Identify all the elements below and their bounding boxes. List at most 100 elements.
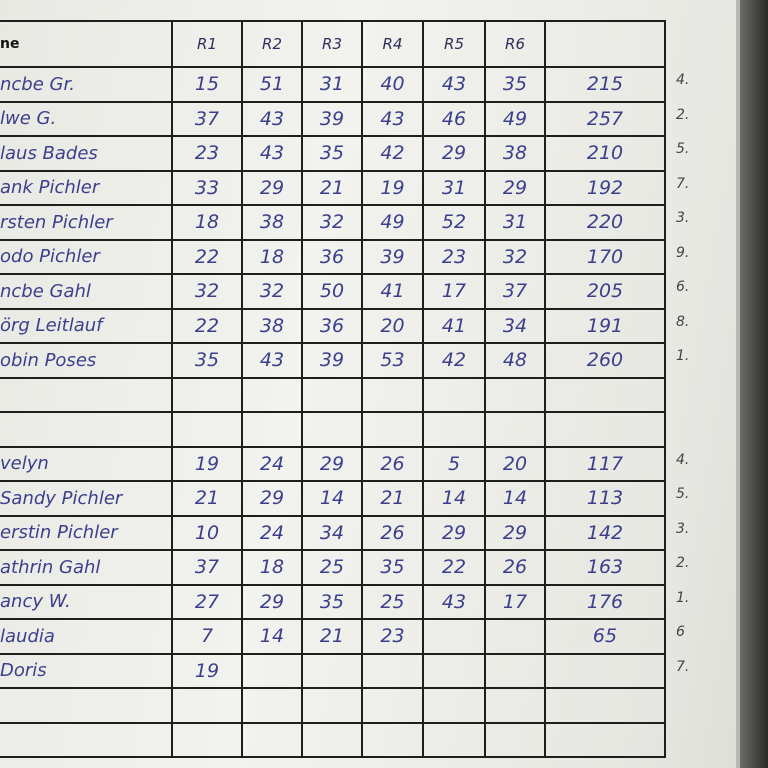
- round-score: 37: [171, 549, 243, 586]
- round-score: 34: [484, 307, 546, 344]
- round-score: 14: [301, 480, 363, 517]
- player-name: Sandy Pichler: [0, 480, 173, 517]
- rank-label: 4.: [676, 451, 690, 468]
- round-score: 14: [484, 480, 546, 517]
- total-score: [544, 721, 666, 758]
- round-score: 43: [241, 342, 303, 379]
- paper-shadow: [736, 0, 740, 768]
- total-score: 260: [544, 342, 666, 379]
- round-score: [422, 721, 486, 758]
- total-score: 176: [544, 583, 666, 620]
- total-score: [544, 411, 666, 448]
- player-name: odo Pichler: [0, 238, 173, 275]
- round-score: 38: [241, 204, 303, 241]
- table-row: laudia 7 14 21 23 65: [0, 618, 666, 655]
- round-score: 42: [361, 135, 424, 172]
- round-score: 17: [484, 583, 546, 620]
- round-score: 21: [171, 480, 243, 517]
- round-score: [484, 687, 546, 724]
- round-score: 26: [361, 514, 424, 551]
- round-header: R2: [241, 20, 303, 68]
- round-score: 20: [361, 307, 424, 344]
- round-score: [301, 376, 363, 413]
- round-score: 29: [422, 135, 486, 172]
- player-name: [0, 721, 173, 758]
- round-score: 43: [422, 66, 486, 103]
- round-score: 29: [241, 169, 303, 206]
- rank-label: 7.: [676, 658, 690, 675]
- round-score: 41: [422, 307, 486, 344]
- round-score: 48: [484, 342, 546, 379]
- total-score: 210: [544, 135, 666, 172]
- player-name: [0, 687, 173, 724]
- rank-label: 2.: [676, 555, 690, 571]
- header-row: ne R1 R2 R3 R4 R5 R6: [0, 20, 666, 68]
- round-score: 25: [301, 549, 363, 586]
- round-score: [241, 411, 303, 448]
- round-score: [361, 376, 424, 413]
- rank-label: 3.: [676, 520, 690, 537]
- round-score: 35: [301, 135, 363, 172]
- player-name: rsten Pichler: [0, 204, 173, 241]
- round-header: R5: [422, 20, 486, 68]
- score-sheet-table: ne R1 R2 R3 R4 R5 R6 ncbe Gr. 15 51 31 40 43 35 215 lwe…: [0, 20, 666, 758]
- total-score: 163: [544, 549, 666, 586]
- round-score: 25: [361, 583, 424, 620]
- rank-label: 4.: [676, 72, 690, 88]
- rank-label: 6: [676, 624, 685, 640]
- round-score: [422, 411, 486, 448]
- round-score: 39: [301, 100, 363, 137]
- round-score: 26: [484, 549, 546, 586]
- round-score: 43: [361, 100, 424, 137]
- round-score: [484, 411, 546, 448]
- table-row: Sandy Pichler 21 29 14 21 14 14 113: [0, 480, 666, 517]
- round-score: [171, 411, 243, 448]
- table-row: [0, 721, 666, 758]
- total-score: [544, 652, 666, 689]
- round-score: [484, 652, 546, 689]
- round-score: 32: [301, 204, 363, 241]
- round-score: 18: [241, 549, 303, 586]
- rank-label: 2.: [676, 106, 690, 123]
- player-name: ncbe Gr.: [0, 66, 173, 103]
- table-row: athrin Gahl 37 18 25 35 22 26 163: [0, 549, 666, 586]
- round-score: 29: [301, 445, 363, 482]
- round-score: 49: [361, 204, 424, 241]
- round-score: [241, 687, 303, 724]
- round-score: 24: [241, 445, 303, 482]
- rank-label: 1.: [676, 348, 690, 364]
- round-score: 17: [422, 273, 486, 310]
- round-header: R6: [484, 20, 546, 68]
- round-score: 29: [484, 169, 546, 206]
- table-row: örg Leitlauf 22 38 36 20 41 34 191: [0, 307, 666, 344]
- round-score: 23: [422, 238, 486, 275]
- player-name: [0, 411, 173, 448]
- rank-label: 5.: [676, 486, 690, 502]
- round-score: 21: [361, 480, 424, 517]
- player-name: örg Leitlauf: [0, 307, 173, 344]
- round-score: 32: [171, 273, 243, 310]
- round-score: [301, 652, 363, 689]
- round-score: 43: [241, 135, 303, 172]
- round-score: 52: [422, 204, 486, 241]
- round-score: 29: [422, 514, 486, 551]
- player-name: obin Poses: [0, 342, 173, 379]
- round-score: 23: [361, 618, 424, 655]
- round-score: 29: [241, 583, 303, 620]
- round-score: [422, 687, 486, 724]
- round-header: R4: [361, 20, 424, 68]
- round-score: [301, 721, 363, 758]
- rank-label: 5.: [676, 141, 690, 157]
- player-name: laudia: [0, 618, 173, 655]
- round-score: 19: [171, 445, 243, 482]
- round-score: 39: [301, 342, 363, 379]
- round-score: [422, 618, 486, 655]
- player-name: ncbe Gahl: [0, 273, 173, 310]
- round-score: [171, 376, 243, 413]
- total-score: 215: [544, 66, 666, 103]
- round-score: 18: [171, 204, 243, 241]
- round-score: 42: [422, 342, 486, 379]
- table-row: Doris 19: [0, 652, 666, 689]
- total-score: [544, 687, 666, 724]
- round-score: 10: [171, 514, 243, 551]
